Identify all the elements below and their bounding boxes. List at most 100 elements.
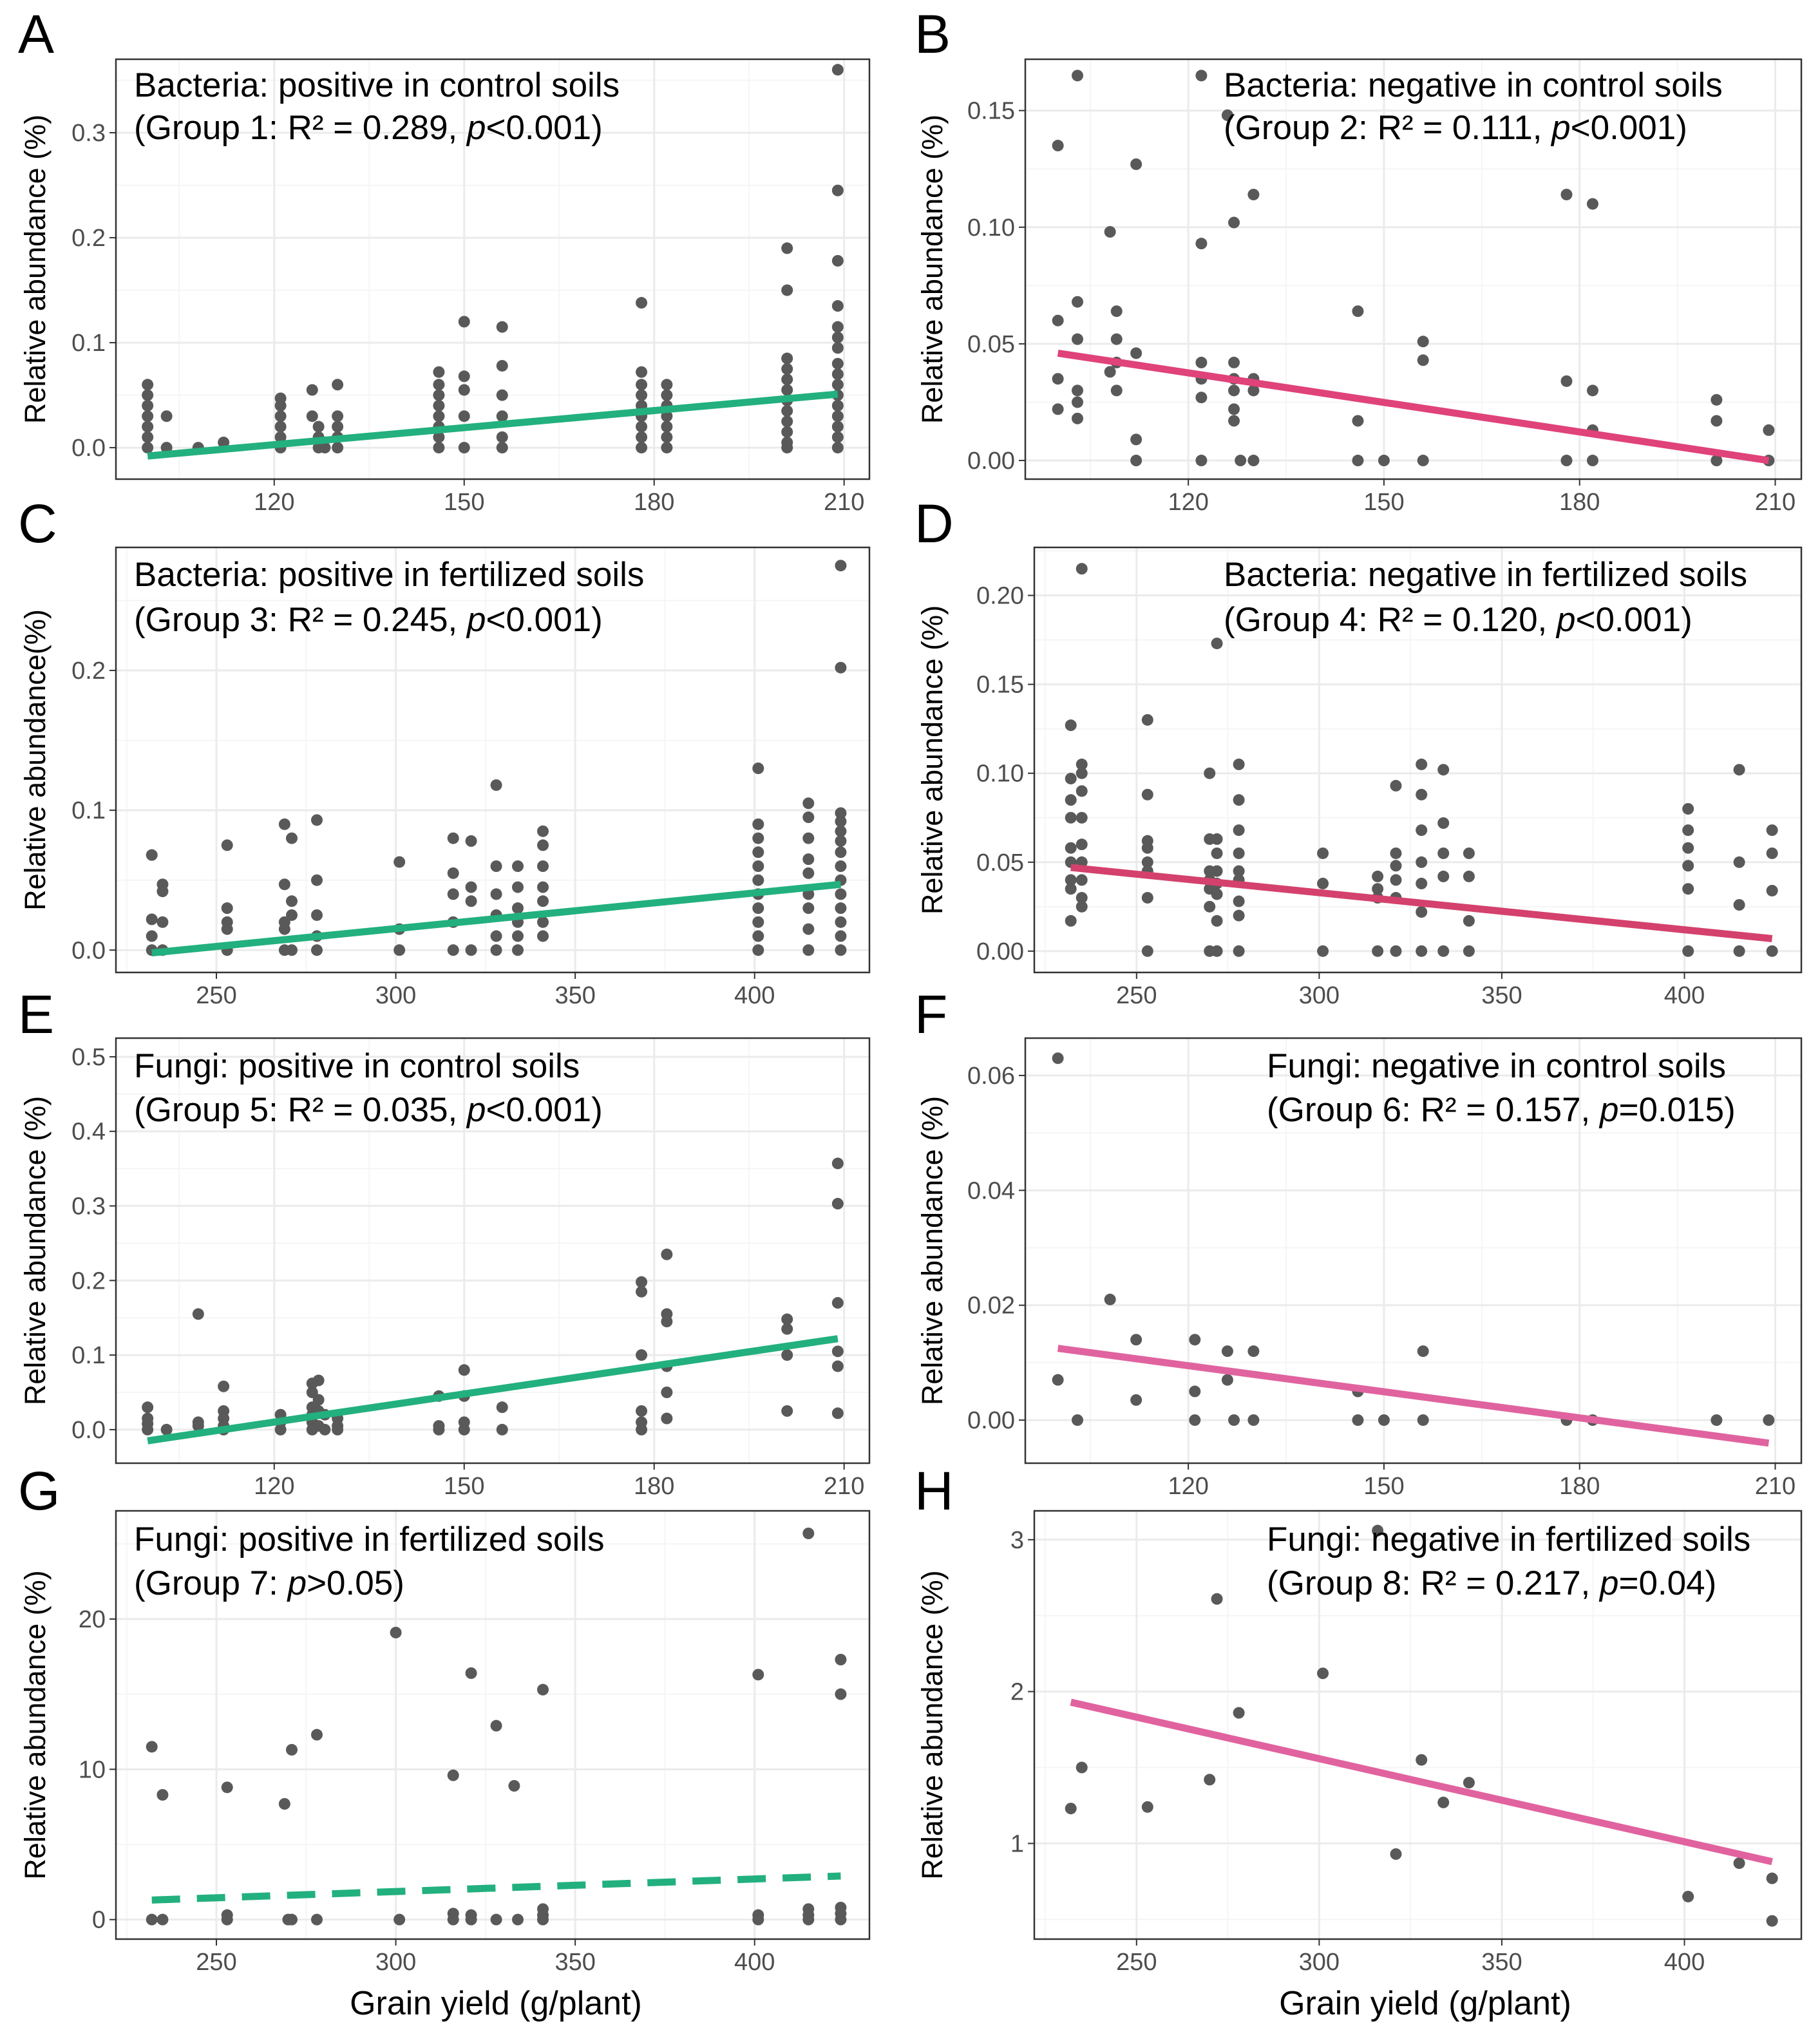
data-point	[1052, 140, 1064, 152]
data-point	[1390, 1848, 1402, 1860]
y-tick-label: 0.4	[71, 1119, 106, 1146]
y-tick-label: 0.2	[71, 225, 106, 252]
data-point	[1141, 714, 1153, 726]
data-point	[1110, 305, 1123, 317]
data-point	[835, 825, 847, 837]
data-point	[1437, 847, 1450, 859]
data-point	[278, 878, 290, 891]
data-point	[1416, 788, 1428, 801]
data-point	[802, 867, 815, 879]
x-tick-label: 150	[1363, 1473, 1404, 1500]
panel-stats: (Group 3: R² = 0.245, p<0.001)	[134, 601, 603, 639]
stats-prefix: (Group 5: R² = 0.035,	[134, 1091, 467, 1129]
data-point	[465, 835, 477, 847]
data-point	[1682, 842, 1694, 854]
data-point	[1766, 1872, 1778, 1884]
panel-border	[115, 546, 871, 974]
panel-letter: A	[18, 4, 54, 64]
data-point	[752, 930, 764, 942]
stats-p-symbol: p	[466, 1091, 486, 1129]
y-tick-label: 0.2	[71, 658, 106, 685]
data-point	[156, 1913, 169, 1926]
data-point	[496, 359, 508, 372]
y-tick-label: 0.10	[967, 214, 1015, 242]
data-point	[496, 431, 508, 443]
data-point	[496, 321, 508, 333]
data-point	[831, 410, 844, 422]
stats-p-symbol: p	[466, 601, 486, 639]
stats-suffix: <0.001)	[486, 109, 603, 147]
data-point	[490, 1720, 502, 1732]
x-tick-label: 180	[1559, 1473, 1600, 1500]
data-point	[1204, 767, 1216, 779]
y-tick-label: 0.5	[71, 1044, 106, 1071]
data-point	[1586, 455, 1598, 467]
data-point	[1110, 384, 1123, 397]
data-point	[1733, 764, 1745, 776]
data-point	[1211, 914, 1223, 927]
panel-letter: D	[915, 493, 954, 554]
y-tick-label: 0	[92, 1907, 106, 1934]
data-point	[393, 944, 406, 956]
data-point	[1065, 794, 1077, 806]
panel-letter: G	[18, 1461, 60, 1521]
y-axis-title: Relative abundance (%)	[916, 1570, 949, 1879]
stats-p-symbol: p	[1550, 109, 1570, 147]
data-point	[835, 902, 847, 914]
x-tick-label: 180	[634, 489, 674, 516]
data-point	[1416, 824, 1428, 837]
data-point	[1682, 802, 1694, 815]
panel-stats: (Group 7: p>0.05)	[134, 1564, 404, 1602]
data-point	[1416, 1754, 1428, 1766]
x-tick-label: 120	[1168, 1473, 1208, 1500]
data-point	[319, 1423, 331, 1435]
data-point	[1072, 296, 1084, 308]
panel-title: Bacteria: positive in fertilized soils	[134, 556, 644, 594]
data-point	[661, 379, 673, 391]
panel-letter: F	[915, 984, 947, 1045]
data-point	[835, 888, 847, 900]
data-point	[802, 797, 815, 810]
data-point	[1130, 158, 1142, 170]
data-point	[1682, 883, 1694, 895]
data-point	[192, 1420, 204, 1432]
data-point	[831, 300, 844, 312]
data-point	[160, 1423, 173, 1435]
data-point	[1072, 333, 1084, 345]
x-tick-label: 350	[1481, 1949, 1522, 1976]
y-tick-label: 0.0	[71, 937, 106, 964]
x-tick-label: 350	[1481, 982, 1522, 1009]
data-point	[496, 410, 508, 422]
stats-prefix: (Group 2: R² = 0.111,	[1224, 109, 1551, 147]
y-tick-label: 10	[79, 1756, 106, 1783]
data-point	[465, 1667, 477, 1679]
data-point	[1711, 415, 1723, 427]
data-point	[752, 763, 764, 775]
data-point	[278, 923, 290, 935]
panel-g: 250 300 350 400 0 10 20 G Fungi: positive in fer…	[18, 1461, 871, 1976]
data-point	[831, 64, 844, 76]
x-tick-label: 400	[734, 982, 775, 1009]
data-point	[1763, 424, 1775, 436]
data-point	[537, 930, 549, 942]
data-point	[458, 410, 470, 422]
data-point	[1065, 874, 1077, 886]
data-point	[1076, 874, 1088, 886]
y-axis-title: Relative abundance (%)	[19, 1096, 52, 1405]
data-point	[1233, 945, 1245, 957]
data-point	[433, 431, 445, 443]
data-point	[142, 379, 154, 391]
data-point	[1076, 563, 1088, 575]
data-point	[1417, 336, 1429, 348]
y-tick-label: 0.15	[976, 672, 1024, 699]
data-point	[278, 1798, 290, 1810]
data-point	[433, 399, 445, 412]
data-point	[447, 888, 459, 900]
data-point	[1195, 70, 1208, 82]
data-point	[831, 1297, 844, 1309]
data-point	[661, 1316, 673, 1327]
data-point	[1390, 945, 1402, 957]
panel-title: Fungi: positive in control soils	[134, 1047, 580, 1085]
data-point	[781, 384, 793, 396]
data-point	[1463, 847, 1475, 859]
